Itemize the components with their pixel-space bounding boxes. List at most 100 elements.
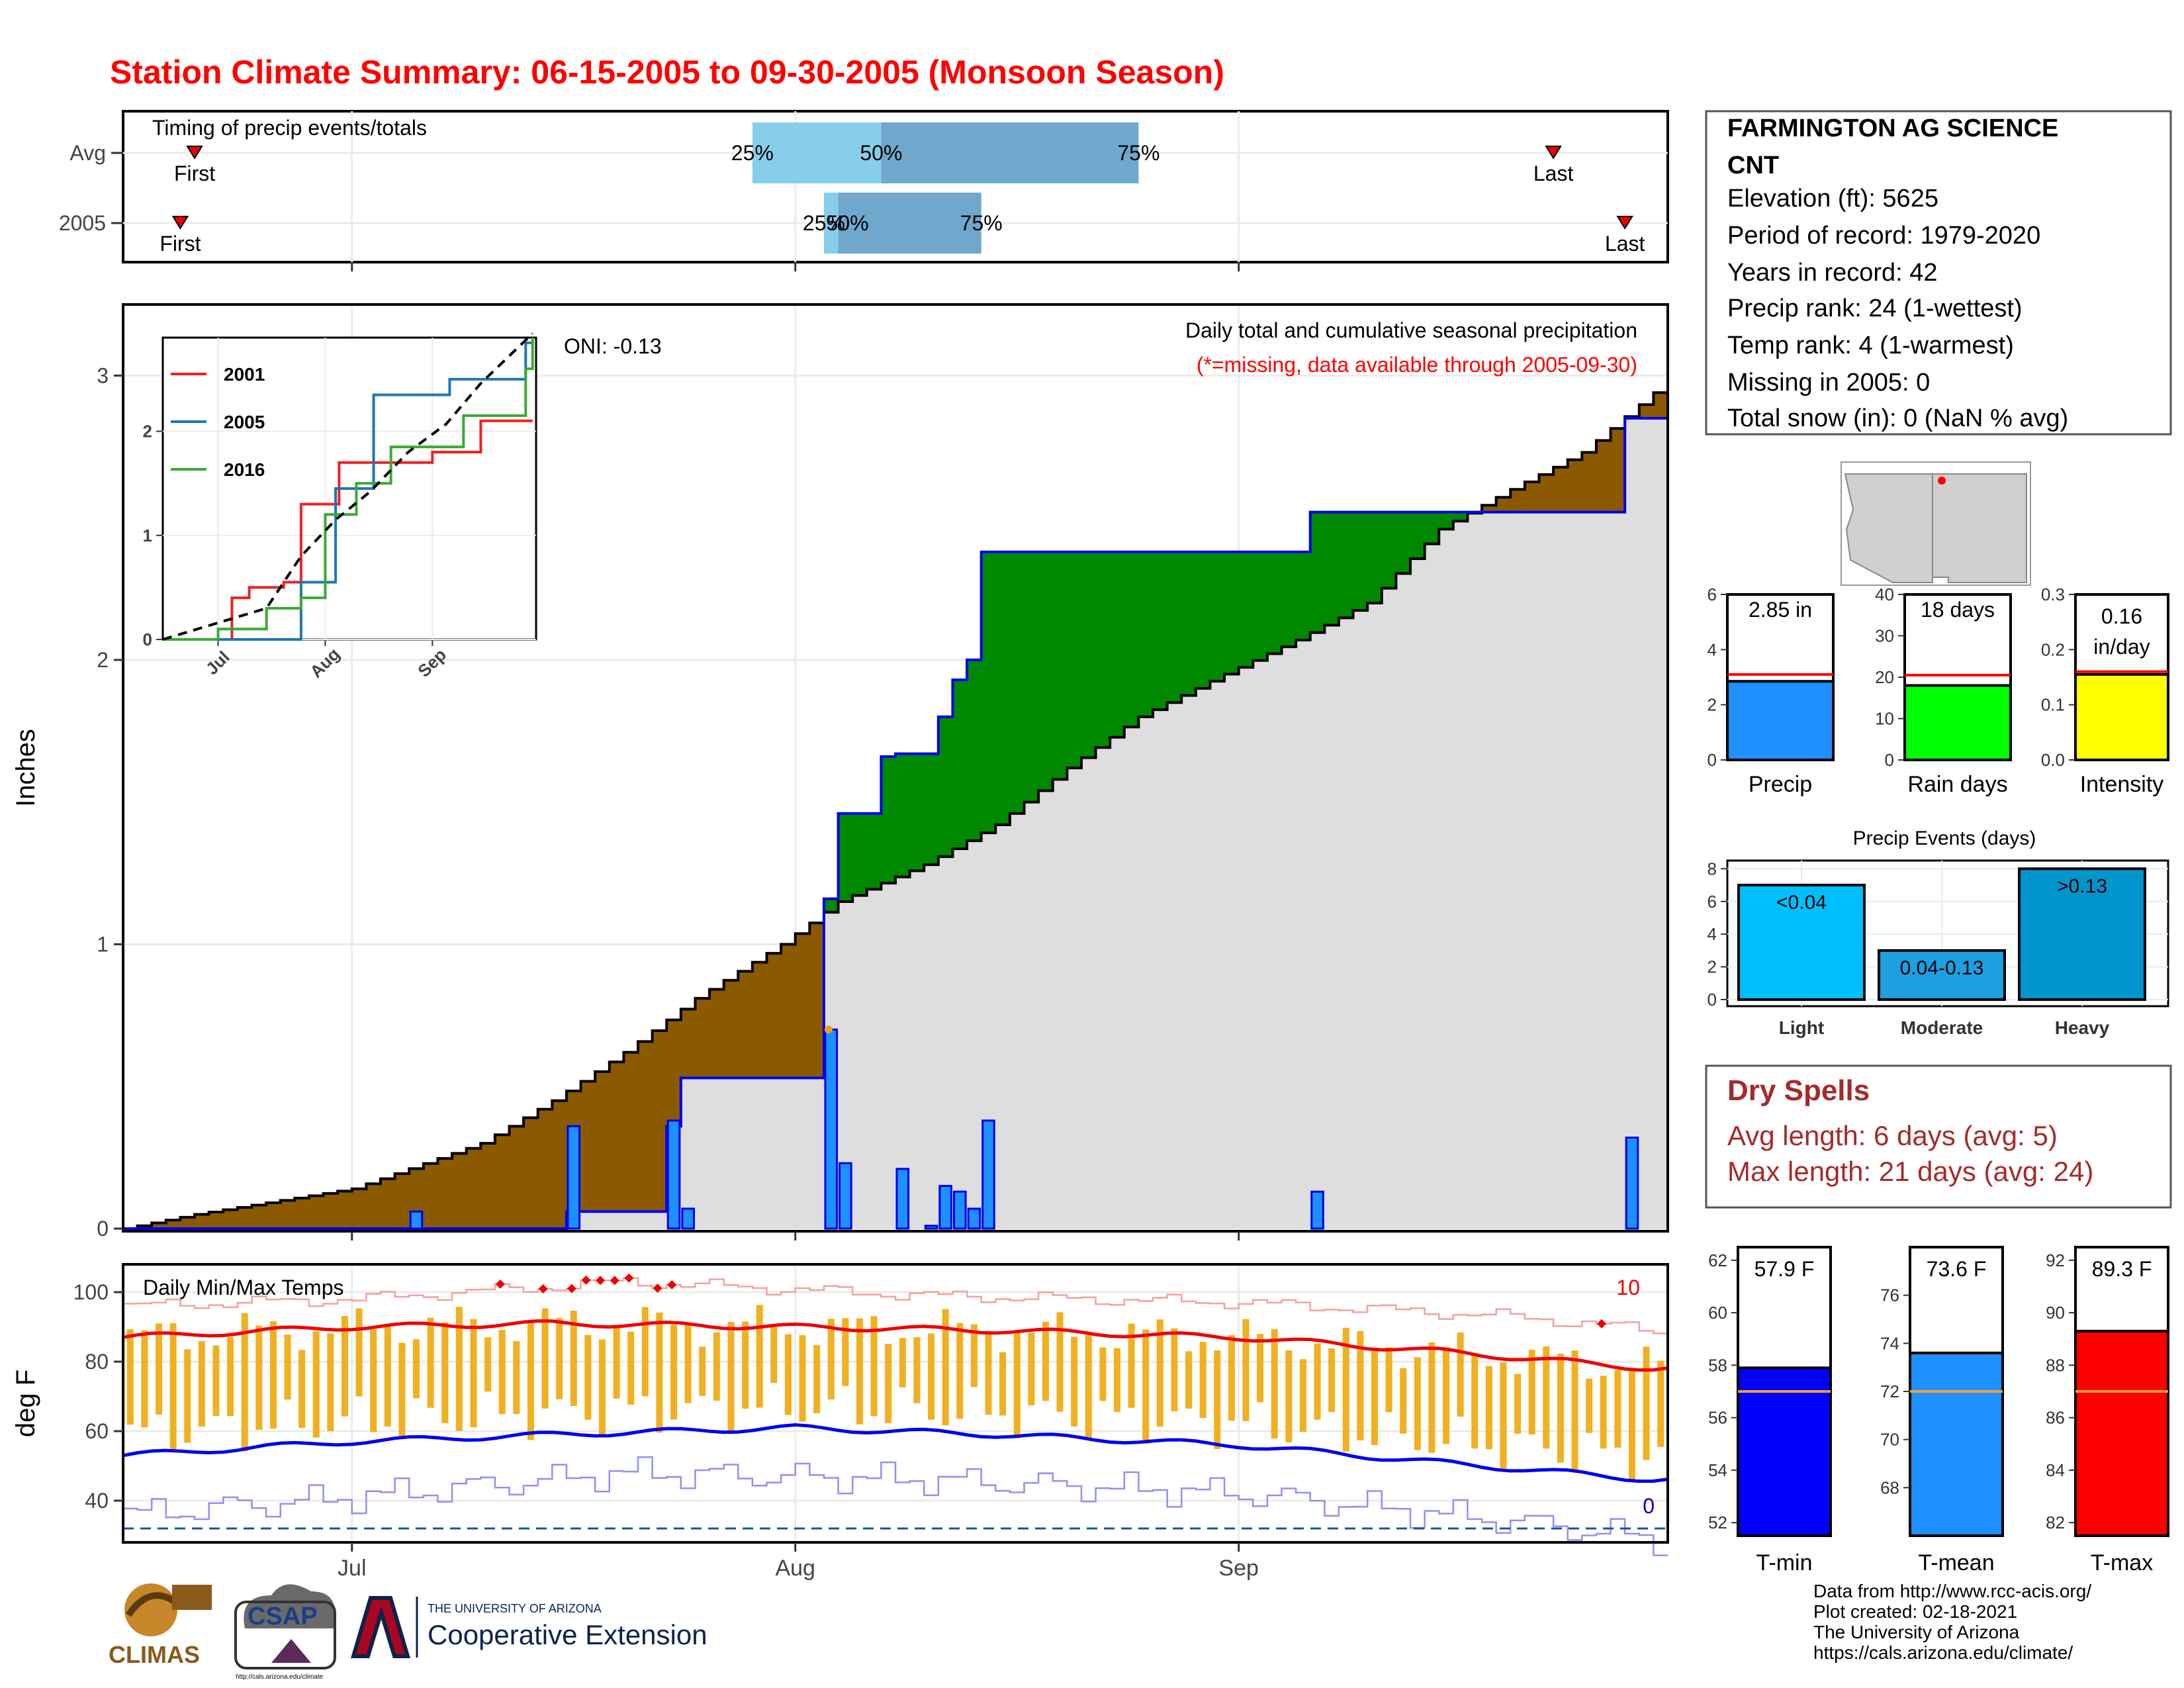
events-ytick-label: 8 bbox=[1707, 859, 1717, 878]
tmin-value-label: 57.9 F bbox=[1754, 1257, 1815, 1281]
ua-big-text: Cooperative Extension bbox=[428, 1619, 707, 1650]
record-high-marker bbox=[567, 1284, 576, 1293]
surplus-segment bbox=[1338, 512, 1354, 618]
precip-value-label: 2.85 in bbox=[1749, 598, 1812, 622]
events-bar-moderate bbox=[1878, 949, 2006, 1001]
surplus-segment bbox=[909, 753, 925, 871]
deficit-segment bbox=[423, 1163, 439, 1229]
intensity-tick-label: 0.0 bbox=[2041, 750, 2065, 770]
events-bar-light bbox=[1737, 884, 1866, 1002]
tmean-tick-label: 74 bbox=[1880, 1333, 1899, 1353]
daily-precip-bar bbox=[952, 1190, 967, 1230]
tmax-label: T-max bbox=[2091, 1550, 2153, 1575]
surplus-segment bbox=[1181, 551, 1197, 696]
surplus-segment bbox=[1038, 551, 1054, 791]
deficit-segment bbox=[1567, 459, 1582, 512]
max-day-marker bbox=[824, 1025, 833, 1034]
surplus-segment bbox=[866, 813, 882, 890]
seasonal-totals-bars: 0 2 4 6 2.85 in Precip 0 10 20 30 40 18 days Rain da… bbox=[1707, 585, 2169, 797]
deficit-segment bbox=[809, 923, 825, 1078]
daily-precip-bar bbox=[895, 1168, 910, 1230]
deficit-segment bbox=[795, 933, 810, 1078]
timing-label: Timing of precip events/totals bbox=[152, 116, 427, 140]
raindays-bar-fill bbox=[1903, 684, 2012, 761]
deficit-segment bbox=[152, 1223, 167, 1229]
timing-q75-label: 75% bbox=[960, 211, 1003, 235]
tmean-value-label: 73.6 F bbox=[1927, 1257, 1987, 1281]
credits-line4: https://cals.arizona.edu/climate/ bbox=[1813, 1642, 2073, 1663]
surplus-segment bbox=[1353, 512, 1368, 611]
deficit-segment bbox=[1524, 482, 1540, 512]
main-ytick-label: 3 bbox=[97, 363, 109, 387]
temp-ytick-label: 100 bbox=[73, 1280, 109, 1304]
record-min-line bbox=[123, 1456, 1668, 1556]
deficit-segment bbox=[595, 1071, 610, 1212]
daily-precip-bar bbox=[924, 1225, 938, 1230]
temperature-panel: Daily Min/Max Temps deg F 10 0 Jul Aug Sep… bbox=[11, 1263, 1669, 1581]
inset-average-line bbox=[162, 332, 534, 641]
daily-precip-bar bbox=[938, 1185, 952, 1230]
events-ytick-label: 0 bbox=[1707, 990, 1717, 1009]
deficit-segment bbox=[1610, 428, 1625, 512]
deficit-segment bbox=[1653, 393, 1668, 418]
precip-bar-fill bbox=[1726, 680, 1835, 761]
deficit-segment bbox=[666, 1019, 682, 1127]
deficit-segment bbox=[165, 1220, 181, 1229]
tmax-tick-label: 82 bbox=[2046, 1513, 2065, 1532]
locator-map bbox=[1841, 461, 2031, 586]
station-missing: Missing in 2005: 0 bbox=[1727, 369, 1930, 397]
main-ytick-label: 2 bbox=[97, 648, 109, 672]
surplus-segment bbox=[1024, 551, 1039, 802]
raindays-tick-label: 10 bbox=[1875, 709, 1894, 729]
inset-legend-label: 2001 bbox=[224, 364, 265, 385]
deficit-segment bbox=[723, 980, 739, 1078]
deficit-segment bbox=[623, 1052, 639, 1212]
intensity-tick-label: 0.1 bbox=[2041, 695, 2065, 715]
surplus-segment bbox=[1367, 512, 1383, 604]
record-high-marker bbox=[624, 1273, 634, 1283]
precip-tick-label: 2 bbox=[1707, 695, 1717, 715]
daily-precip-bar bbox=[409, 1210, 424, 1230]
deficit-segment bbox=[466, 1148, 481, 1229]
surplus-segment bbox=[1310, 512, 1325, 633]
deficit-segment bbox=[251, 1205, 267, 1229]
station-name-line2: CNT bbox=[1727, 152, 1779, 179]
surplus-segment bbox=[1453, 512, 1469, 522]
timing-q25-label: 25% bbox=[731, 141, 774, 165]
surplus-segment bbox=[1153, 551, 1168, 710]
surplus-segment bbox=[1238, 551, 1253, 668]
oni-label: ONI: -0.13 bbox=[564, 334, 662, 358]
record-high-marker bbox=[1596, 1319, 1606, 1329]
surplus-segment bbox=[952, 679, 968, 849]
deficit-segment bbox=[1539, 474, 1554, 512]
main-note-line1: Daily total and cumulative seasonal prec… bbox=[1185, 318, 1637, 342]
surplus-segment bbox=[852, 813, 868, 896]
raindays-label: Rain days bbox=[1907, 772, 2007, 797]
deficit-segment bbox=[494, 1135, 510, 1229]
surplus-segment bbox=[1110, 551, 1125, 737]
climas-logo: CLIMAS bbox=[109, 1583, 212, 1668]
events-bar-label: <0.04 bbox=[1776, 892, 1827, 914]
tmin-tick-label: 52 bbox=[1708, 1513, 1727, 1532]
tmax-tick-label: 90 bbox=[2046, 1303, 2065, 1323]
deficit-segment bbox=[308, 1196, 324, 1229]
timing-q25-label: 25% bbox=[803, 211, 845, 235]
deficit-segment bbox=[1582, 452, 1597, 512]
tmax-tick-label: 92 bbox=[2046, 1250, 2065, 1270]
tmean-tick-label: 70 bbox=[1880, 1430, 1899, 1450]
record-high-marker bbox=[495, 1279, 505, 1289]
temp-ytick-label: 60 bbox=[85, 1419, 109, 1443]
events-category-label: Heavy bbox=[2055, 1017, 2110, 1038]
deficit-segment bbox=[452, 1153, 467, 1229]
intensity-tick-label: 0.3 bbox=[2041, 585, 2065, 604]
deficit-segment bbox=[781, 944, 796, 1078]
ua-small-text: THE UNIVERSITY OF ARIZONA bbox=[428, 1602, 602, 1615]
surplus-segment bbox=[1009, 551, 1025, 814]
deficit-segment bbox=[295, 1197, 310, 1229]
tmax-value-label: 89.3 F bbox=[2092, 1257, 2152, 1281]
tmean-tick-label: 76 bbox=[1880, 1286, 1899, 1305]
station-info-box: FARMINGTON AG SCIENCE CNT Elevation (ft)… bbox=[1705, 110, 2172, 436]
deficit-segment bbox=[680, 1009, 696, 1078]
timing-last-label: Last bbox=[1605, 232, 1645, 256]
